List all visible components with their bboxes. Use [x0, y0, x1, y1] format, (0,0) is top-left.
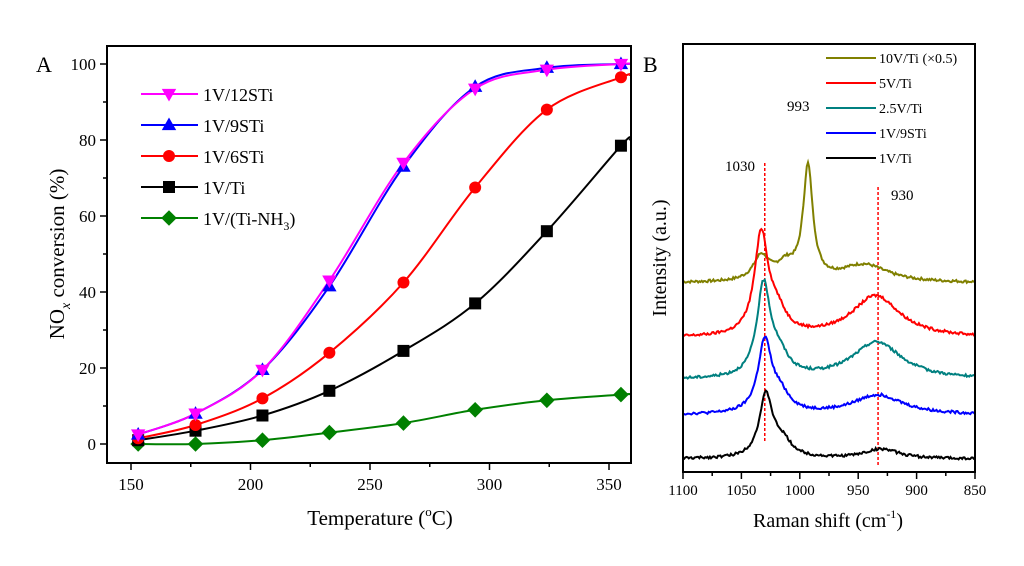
- legend-label-1v-ti: 1V/Ti: [879, 152, 912, 167]
- x-tick-label: 250: [357, 475, 383, 494]
- panel-b-legend: 10V/Ti (×0.5) 5V/Ti 2.5V/Ti 1V/9STi 1V/Ti: [826, 52, 958, 167]
- x-tick-label: 350: [596, 475, 622, 494]
- legend-label-5v-ti: 5V/Ti: [879, 77, 912, 92]
- data-point-1v-ti-nh3: [187, 436, 204, 452]
- panel-a-markers: [130, 56, 629, 452]
- data-point-1v-ti: [469, 297, 482, 310]
- legend-label-2-5v-ti: 2.5V/Ti: [879, 102, 923, 117]
- panel-b-annotations: 993 1030 930: [725, 99, 914, 204]
- data-point-1v-ti-nh3: [254, 432, 271, 448]
- legend-label-1v-ti: 1V/Ti: [203, 178, 245, 198]
- panel-b: B 1100 1050 1000 950 900 850 10V/Ti (×0.5) 5V/…: [643, 43, 986, 532]
- legend-text: 1V/(Ti-NH: [203, 209, 283, 230]
- legend-marker-1v-6sti: [163, 150, 175, 162]
- panel-b-reference-lines: [764, 163, 879, 465]
- legend-text: 1V/Ti: [203, 178, 245, 198]
- y-tick-label: 60: [79, 207, 96, 226]
- legend-marker-1v-9sti: [161, 117, 177, 131]
- data-point-1v-12sti: [322, 275, 337, 289]
- x-tick-label: 1100: [668, 483, 697, 499]
- data-point-1v-ti-nh3: [467, 402, 483, 418]
- y-tick-label: 40: [79, 283, 96, 302]
- data-point-1v-6sti: [469, 181, 482, 194]
- spectrum-1v-9sti: [682, 335, 976, 416]
- data-point-1v-ti-nh3: [395, 415, 412, 431]
- data-point-1v-12sti: [539, 64, 555, 78]
- data-point-1v-6sti: [614, 71, 627, 84]
- legend-label-1v-9sti: 1V/9STi: [879, 127, 927, 142]
- data-point-1v-12sti: [613, 58, 629, 72]
- panel-a-ticks: 150 200 250 300 350 0 20 40 60 80 100: [71, 55, 622, 494]
- data-point-1v-6sti: [397, 276, 410, 289]
- legend-label-10v-ti-0-5: 10V/Ti (×0.5): [879, 52, 958, 67]
- panel-b-x-axis-label: Raman shift (cm-1): [753, 507, 903, 532]
- x-tick-label: 1000: [785, 483, 815, 499]
- panel-b-label: B: [643, 52, 658, 77]
- panel-b-ticks: 1100 1050 1000 950 900 850: [668, 472, 986, 499]
- spectrum-1v-ti: [682, 389, 976, 461]
- legend-label-1v-12sti: 1V/12STi: [203, 85, 273, 105]
- peak-annotation-1030: 1030: [725, 159, 755, 175]
- data-point-1v-ti: [614, 139, 627, 152]
- series-line-1v-ti: [138, 136, 632, 442]
- data-point-1v-12sti: [255, 364, 270, 378]
- data-point-1v-ti: [540, 225, 553, 238]
- legend-text: 1V/6STi: [203, 147, 264, 167]
- data-point-1v-ti-nh3: [321, 424, 338, 441]
- y-tick-label: 80: [79, 131, 96, 150]
- spectrum-10v-ti-0-5: [682, 158, 976, 285]
- y-tick-label: 0: [88, 435, 97, 454]
- panel-a-legend: 1V/12STi 1V/9STi 1V/6STi 1V/Ti 1V/(Ti-NH3): [141, 85, 295, 233]
- data-point-1v-6sti: [323, 346, 336, 359]
- data-point-1v-ti: [397, 344, 410, 357]
- legend-marker-1v-ti: [163, 181, 175, 193]
- legend-marker-1v-ti-nh3: [161, 210, 177, 226]
- peak-annotation-930: 930: [891, 188, 914, 204]
- data-point-1v-ti-nh3: [539, 392, 555, 409]
- x-tick-label: 150: [118, 475, 144, 494]
- data-point-1v-6sti: [256, 392, 269, 405]
- data-point-1v-12sti: [467, 83, 483, 97]
- data-point-1v-ti: [323, 384, 336, 397]
- peak-annotation-993: 993: [787, 99, 810, 115]
- panel-b-y-axis-label: Intensity (a.u.): [649, 199, 671, 316]
- panel-b-spectra: [682, 158, 976, 461]
- x-tick-label: 850: [964, 483, 987, 499]
- x-tick-label: 200: [238, 475, 264, 494]
- data-point-1v-12sti: [396, 157, 411, 171]
- panel-a-y-axis-label: NOx conversion (%): [45, 169, 74, 340]
- x-tick-label: 1050: [726, 483, 756, 499]
- spectrum-2-5v-ti: [682, 277, 976, 380]
- data-point-1v-6sti: [189, 419, 202, 431]
- data-point-1v-6sti: [540, 103, 553, 116]
- data-point-1v-ti: [256, 409, 269, 422]
- legend-label-1v-ti-nh3: 1V/(Ti-NH3): [203, 209, 295, 233]
- legend-marker-1v-12sti: [161, 88, 177, 102]
- legend-text: 1V/9STi: [203, 116, 264, 136]
- spectrum-5v-ti: [682, 227, 976, 337]
- data-point-1v-12sti: [188, 408, 203, 422]
- legend-text-end: ): [289, 209, 295, 230]
- data-point-1v-ti-nh3: [613, 386, 629, 403]
- legend-subscript: 3: [283, 219, 289, 233]
- data-point-1v-12sti: [130, 429, 146, 442]
- panel-a-label: A: [36, 52, 52, 77]
- x-tick-label: 950: [847, 483, 870, 499]
- panel-a-x-axis-label: Temperature (oC): [307, 504, 453, 530]
- legend-text: 1V/12STi: [203, 85, 273, 105]
- legend-label-1v-6sti: 1V/6STi: [203, 147, 264, 167]
- y-tick-label: 20: [79, 359, 96, 378]
- legend-label-1v-9sti: 1V/9STi: [203, 116, 264, 136]
- y-tick-label: 100: [71, 55, 97, 74]
- x-tick-label: 300: [477, 475, 503, 494]
- x-tick-label: 900: [905, 483, 928, 499]
